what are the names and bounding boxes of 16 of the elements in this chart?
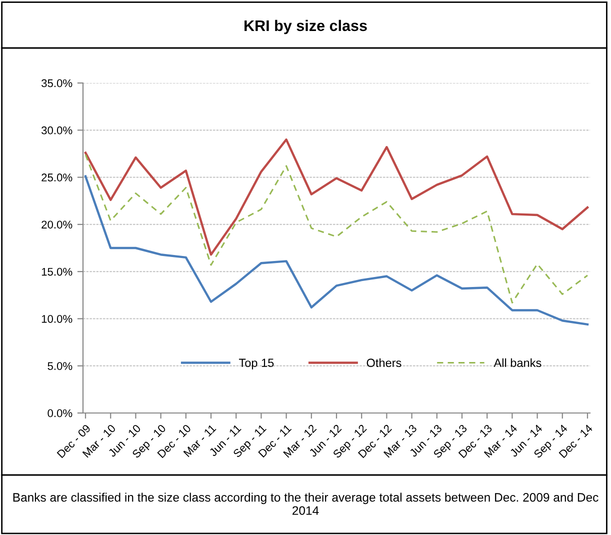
y-tick-label: 5.0%: [48, 362, 72, 370]
line-series: [84, 175, 589, 326]
line-series: [84, 138, 589, 256]
y-tick-label: 15.0%: [42, 268, 72, 276]
y-tick-label: 0.0%: [48, 409, 72, 418]
y-tick-label: 20.0%: [42, 220, 72, 229]
y-tick-label: 25.0%: [42, 174, 72, 182]
legend-label: Top 15: [238, 358, 274, 370]
chart-title: KRI by size class: [244, 20, 367, 34]
text: Banks are classified in the size class according to the their average total assets between Dec. 2009 and Dec 2014: [13, 492, 598, 515]
y-tick-label: 10.0%: [42, 314, 72, 323]
legend-label: Others: [366, 358, 402, 368]
legend-label: All banks: [494, 358, 542, 368]
y-tick-label: 35.0%: [42, 79, 72, 88]
line-series: [84, 154, 588, 304]
y-tick-label: 30.0%: [42, 126, 72, 134]
